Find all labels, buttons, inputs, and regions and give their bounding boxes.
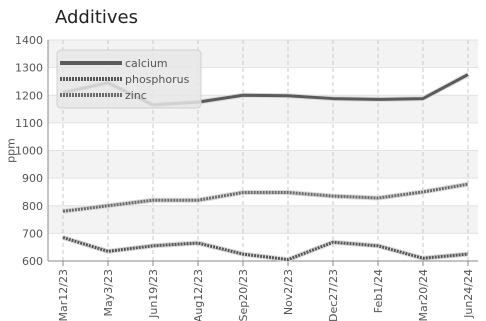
y-tick-label: 1100 bbox=[15, 117, 43, 130]
x-tick-label: Jun24/24 bbox=[462, 269, 475, 319]
x-tick-label: Mar20/24 bbox=[417, 269, 430, 321]
legend-label-calcium: calcium bbox=[125, 57, 168, 70]
chart-title: Additives bbox=[55, 7, 139, 28]
x-tick-label: Feb1/24 bbox=[372, 269, 385, 313]
legend-label-phosphorus: phosphorus bbox=[125, 73, 190, 86]
x-tick-label: Dec27/23 bbox=[327, 269, 340, 321]
x-tick-label: Jun19/23 bbox=[147, 269, 160, 319]
y-tick-label: 1300 bbox=[15, 62, 43, 75]
y-tick-label: 1200 bbox=[15, 89, 43, 102]
legend-label-zinc: zinc bbox=[125, 89, 147, 102]
x-tick-label: May3/23 bbox=[102, 269, 115, 316]
x-tick-label: Mar12/23 bbox=[57, 269, 70, 321]
y-tick-label: 600 bbox=[22, 255, 43, 268]
legend: calcium phosphorus zinc bbox=[56, 49, 202, 109]
y-tick-label: 1000 bbox=[15, 145, 43, 158]
x-tick-label: Aug12/23 bbox=[192, 269, 205, 321]
grid-band bbox=[48, 150, 478, 179]
grid-band bbox=[48, 205, 478, 234]
x-tick-label: Sep20/23 bbox=[237, 269, 250, 321]
y-tick-label: 700 bbox=[22, 227, 43, 240]
series-line-phosphorus bbox=[62, 236, 469, 262]
y-tick-label: 800 bbox=[22, 200, 43, 213]
y-tick-label: 900 bbox=[22, 172, 43, 185]
y-tick-label: 1400 bbox=[15, 34, 43, 47]
series-line-zinc bbox=[62, 182, 469, 213]
x-tick-label: Nov2/23 bbox=[282, 269, 295, 315]
